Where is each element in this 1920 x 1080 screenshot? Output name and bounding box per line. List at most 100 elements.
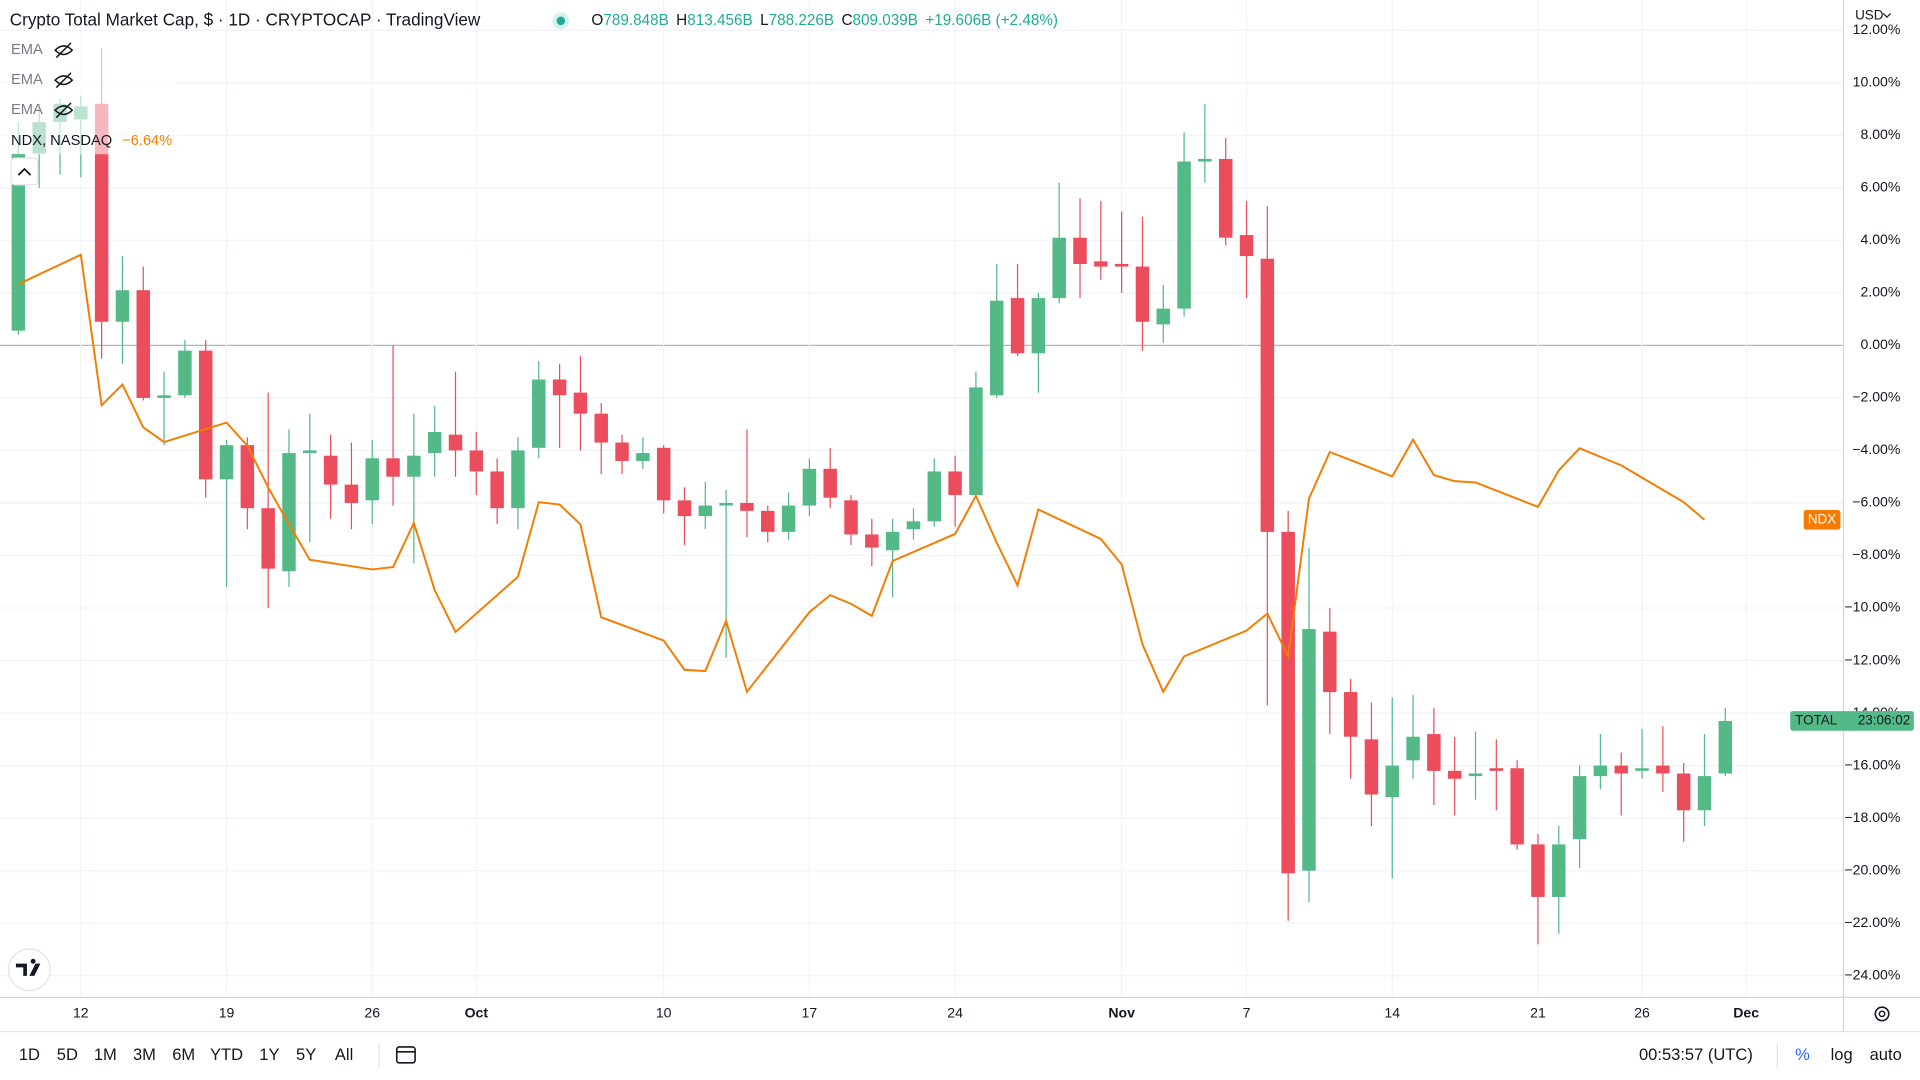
indicator-label[interactable]: EMA <box>11 72 43 88</box>
x-tick-label: 26 <box>364 1005 380 1021</box>
candle-body <box>1218 158 1233 238</box>
plot-area <box>11 48 1733 945</box>
candle-body <box>1302 629 1316 871</box>
candle-body <box>1468 773 1483 777</box>
currency-chevron[interactable] <box>1882 13 1892 19</box>
candle-body <box>761 510 775 532</box>
y-tick-label: −20.00% <box>1844 861 1900 877</box>
y-tick-label: 4.00% <box>1860 231 1900 247</box>
candle-body <box>636 453 650 461</box>
indicator-label[interactable]: EMA <box>11 42 43 58</box>
y-tick-label: 6.00% <box>1860 179 1900 195</box>
x-tick-label: Dec <box>1733 1005 1759 1021</box>
y-tick-label: 12.00% <box>1853 21 1901 37</box>
y-tick-label: −18.00% <box>1844 809 1900 825</box>
candle-body <box>115 290 130 322</box>
visibility-icon[interactable] <box>54 102 74 119</box>
y-tick-label: 10.00% <box>1853 73 1901 89</box>
candle-body <box>1156 308 1170 325</box>
candle-body <box>1447 770 1462 779</box>
ohlc-value: 809.039B <box>853 12 918 29</box>
scale-option[interactable]: % <box>1795 1045 1810 1064</box>
candle-body <box>1531 844 1545 897</box>
candle-body <box>178 350 192 396</box>
overlay-line <box>17 253 1706 694</box>
clock[interactable]: 00:53:57 (UTC) <box>1639 1045 1753 1064</box>
price-tags: TOTAL 23:06:02 NDX <box>1790 509 1914 731</box>
candle-body <box>615 442 629 461</box>
candle-body <box>303 450 317 454</box>
y-tick-label: 0.00% <box>1860 336 1900 352</box>
candle-body <box>1343 692 1358 737</box>
candle-body <box>1510 768 1524 845</box>
logo-mark <box>15 958 41 976</box>
y-tick-label: −8.00% <box>1852 546 1901 562</box>
candle-body <box>11 153 26 331</box>
y-tick-label: −22.00% <box>1844 914 1900 930</box>
range-button[interactable]: 1M <box>94 1045 117 1064</box>
currency-label[interactable]: USD <box>1855 7 1884 22</box>
range-button[interactable]: YTD <box>210 1045 243 1064</box>
x-tick-label: Nov <box>1108 1005 1135 1021</box>
candle-body <box>1572 776 1587 840</box>
visibility-icon[interactable] <box>54 72 74 89</box>
y-tick-label: −10.00% <box>1844 599 1900 615</box>
range-button[interactable]: 1D <box>19 1045 40 1064</box>
ohlc-value: 813.456B <box>687 12 753 29</box>
candle-body <box>1406 736 1420 761</box>
date-range-icon[interactable] <box>395 1046 416 1064</box>
indicator-label[interactable]: EMA <box>11 102 43 118</box>
overlay-legend[interactable]: NDX, NASDAQ −6.64% <box>11 133 172 149</box>
candle-body <box>219 445 234 480</box>
logo-circle <box>7 948 51 992</box>
candle-body <box>1260 258 1275 532</box>
ohlc-value: 788.226B <box>769 12 834 29</box>
countdown: 23:06:02 <box>1858 713 1910 728</box>
price-axis-panel <box>1844 0 1920 997</box>
visibility-icon[interactable] <box>54 42 74 59</box>
candle-body <box>1323 631 1337 693</box>
price-tag <box>1790 711 1914 731</box>
candle-body <box>990 300 1004 396</box>
market-status-dot[interactable] <box>556 16 566 26</box>
candle-body <box>1718 720 1733 774</box>
range-button[interactable]: 6M <box>172 1045 195 1064</box>
candle-body <box>823 468 837 498</box>
candle-body <box>802 468 817 506</box>
candle-body <box>448 434 463 451</box>
candle-body <box>885 531 900 551</box>
candle-body <box>136 290 150 398</box>
candle-body <box>573 392 588 414</box>
scale-option[interactable]: auto <box>1870 1045 1902 1064</box>
candle-body <box>1385 765 1399 798</box>
candle-body <box>1177 161 1191 309</box>
overlay-legend-change: −6.64% <box>122 133 172 149</box>
candle-body <box>1031 298 1046 354</box>
range-button[interactable]: 3M <box>133 1045 156 1064</box>
candle-body <box>552 379 567 396</box>
y-tick-label: −4.00% <box>1852 441 1901 457</box>
range-button[interactable]: 1Y <box>259 1045 279 1064</box>
candle-body <box>1489 768 1504 771</box>
legend-collapse-button[interactable] <box>10 157 39 186</box>
candle-body <box>344 484 359 503</box>
ohlc-value: 789.848B <box>603 12 668 29</box>
range-button[interactable]: 5D <box>57 1045 78 1064</box>
tradingview-logo[interactable] <box>7 948 51 992</box>
candle-body <box>261 508 275 569</box>
scale-option[interactable]: log <box>1831 1045 1853 1064</box>
range-button[interactable]: All <box>335 1045 353 1064</box>
x-tick-label: 24 <box>947 1005 963 1021</box>
settings-gear[interactable] <box>1874 1006 1890 1022</box>
candle-body <box>1052 237 1066 299</box>
candle-body <box>1593 765 1608 777</box>
range-button[interactable]: 5Y <box>296 1045 316 1064</box>
y-tick-label: −6.00% <box>1852 494 1901 510</box>
series-tag-name: TOTAL <box>1795 713 1838 728</box>
candle-body <box>1198 158 1212 162</box>
y-tick-label: −16.00% <box>1844 756 1900 772</box>
candle-body <box>365 458 379 501</box>
ohlc-key: O <box>591 12 603 29</box>
candle-body <box>677 500 692 517</box>
